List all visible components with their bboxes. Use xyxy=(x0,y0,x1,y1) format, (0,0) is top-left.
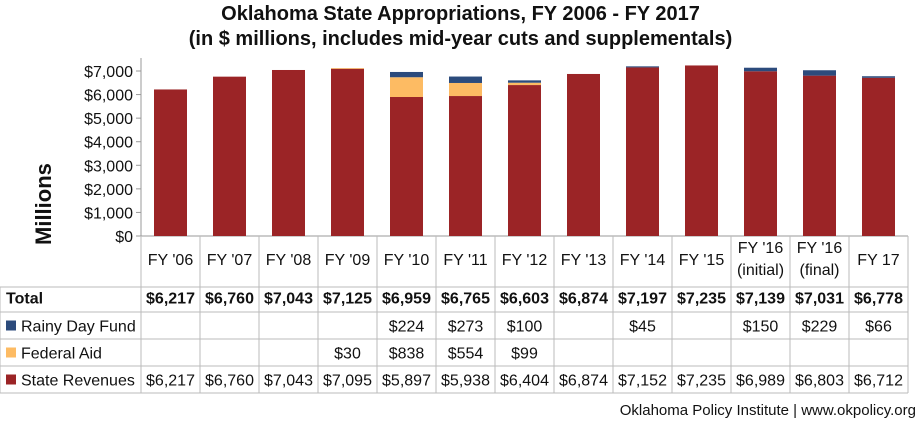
table-cell-value: $273 xyxy=(448,319,484,336)
table-cell-value: $30 xyxy=(334,346,361,363)
y-tick-label: $6,000 xyxy=(84,88,133,105)
bar-segment xyxy=(449,96,482,236)
table-cell-value: $6,760 xyxy=(205,291,254,308)
table-cell-value: $5,938 xyxy=(441,373,490,390)
legend-swatch xyxy=(6,320,16,331)
category-label: FY '15 xyxy=(679,252,725,269)
legend-swatch xyxy=(6,347,16,358)
bar-segment xyxy=(213,76,246,237)
table-cell-value: $7,139 xyxy=(736,291,785,308)
source-footer: Oklahoma Policy Institute | www.okpolicy… xyxy=(619,402,916,419)
y-tick-label: $1,000 xyxy=(84,205,133,222)
table-cell-value: $7,043 xyxy=(264,373,313,390)
category-label: FY '14 xyxy=(620,252,666,269)
table-cell-value: $66 xyxy=(865,319,892,336)
table-cell-value: $6,712 xyxy=(854,373,903,390)
table-cell-value: $6,217 xyxy=(146,373,195,390)
bar-segment xyxy=(390,96,423,236)
bar-segment xyxy=(626,67,659,236)
bar-segment xyxy=(331,68,364,236)
bar-segment xyxy=(803,75,836,236)
category-label: FY '16 xyxy=(738,240,784,257)
table-cell-value: $6,989 xyxy=(736,373,785,390)
category-label: FY '08 xyxy=(266,252,312,269)
bar-segment xyxy=(272,69,305,237)
table-cell-value: $7,197 xyxy=(618,291,667,308)
bar-segment xyxy=(508,82,541,86)
legend-label: State Revenues xyxy=(21,373,135,390)
bar-segment xyxy=(390,77,423,97)
table-cell-value: $6,959 xyxy=(382,291,431,308)
y-tick-label: $4,000 xyxy=(84,135,133,152)
table-cell-value: $6,603 xyxy=(500,291,549,308)
y-tick-label: $2,000 xyxy=(84,182,133,199)
category-label: (final) xyxy=(799,262,839,279)
table-cell-value: $838 xyxy=(389,346,425,363)
bar-segment xyxy=(626,66,659,68)
bar-segment xyxy=(508,85,541,236)
table-cell-value: $6,803 xyxy=(795,373,844,390)
category-label: (initial) xyxy=(737,262,784,279)
table-cell-value: $224 xyxy=(389,319,425,336)
category-label: FY '13 xyxy=(561,252,607,269)
y-tick-label: $0 xyxy=(115,229,133,246)
bar-segment xyxy=(685,65,718,236)
category-label: FY '16 xyxy=(797,240,843,257)
table-cell-value: $6,874 xyxy=(559,291,608,308)
bar-segment xyxy=(449,82,482,97)
table-cell-value: $45 xyxy=(629,319,656,336)
bar-segment xyxy=(331,68,364,69)
bar-segment xyxy=(862,76,895,78)
legend-label: Rainy Day Fund xyxy=(21,319,136,336)
chart-subtitle: (in $ millions, includes mid-year cuts a… xyxy=(188,28,733,50)
bar-segment xyxy=(803,70,836,76)
bar-segment xyxy=(449,76,482,83)
y-tick-label: $7,000 xyxy=(84,64,133,81)
y-tick-label: $3,000 xyxy=(84,158,133,175)
table-cell-value: $554 xyxy=(448,346,484,363)
bar-segment xyxy=(508,80,541,83)
bar-segment xyxy=(744,67,777,72)
table-cell-value: $150 xyxy=(743,319,779,336)
table-cell-value: $6,404 xyxy=(500,373,549,390)
table-cell-value: $6,217 xyxy=(146,291,195,308)
category-label: FY '12 xyxy=(502,252,548,269)
table-cell-value: $7,095 xyxy=(323,373,372,390)
table-cell-value: $6,778 xyxy=(854,291,903,308)
table-cell-value: $5,897 xyxy=(382,373,431,390)
y-tick-label: $5,000 xyxy=(84,111,133,128)
legend-label: Federal Aid xyxy=(21,346,102,363)
bar-segment xyxy=(567,73,600,236)
bar-segment xyxy=(862,77,895,236)
bar-segment xyxy=(154,89,187,237)
table-cell-value: $99 xyxy=(511,346,538,363)
bar-segment xyxy=(744,71,777,237)
table-cell-value: $7,152 xyxy=(618,373,667,390)
category-label: FY '10 xyxy=(384,252,430,269)
category-label: FY '06 xyxy=(148,252,194,269)
table-cell-value: $7,043 xyxy=(264,291,313,308)
total-row-label: Total xyxy=(6,291,43,308)
chart-title: Oklahoma State Appropriations, FY 2006 -… xyxy=(221,3,700,25)
category-label: FY 17 xyxy=(857,252,900,269)
category-label: FY '11 xyxy=(443,252,487,269)
table-cell-value: $229 xyxy=(802,319,838,336)
category-label: FY '09 xyxy=(325,252,371,269)
table-cell-value: $6,760 xyxy=(205,373,254,390)
table-cell-value: $7,235 xyxy=(677,373,726,390)
table-cell-value: $6,765 xyxy=(441,291,490,308)
table-cell-value: $7,235 xyxy=(677,291,726,308)
bar-segment xyxy=(390,71,423,78)
legend-swatch xyxy=(6,374,16,385)
table-cell-value: $6,874 xyxy=(559,373,608,390)
table-cell-value: $100 xyxy=(507,319,543,336)
table-cell-value: $7,125 xyxy=(323,291,372,308)
category-label: FY '07 xyxy=(207,252,253,269)
table-cell-value: $7,031 xyxy=(795,291,844,308)
